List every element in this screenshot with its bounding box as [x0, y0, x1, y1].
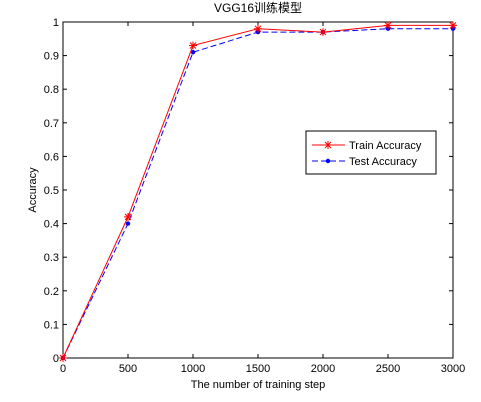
data-point [325, 158, 331, 164]
data-point [319, 28, 327, 37]
x-tick-label: 2000 [311, 363, 335, 375]
x-tick-label: 2500 [376, 363, 400, 375]
data-point [189, 41, 197, 50]
series-train-accuracy [59, 21, 457, 362]
x-tick-label: 1500 [246, 363, 270, 375]
x-tick-label: 500 [119, 363, 137, 375]
y-axis-tick-labels: 0 0.1 0.2 0.3 0.4 0.5 0.6 0.7 0.8 0.9 1 [44, 17, 59, 365]
data-point [190, 50, 196, 55]
y-tick-label: 0.7 [44, 118, 59, 130]
y-tick-label: 0.1 [44, 319, 59, 331]
legend-label: Train Accuracy [349, 140, 422, 152]
y-tick-label: 1 [53, 17, 59, 29]
data-point [324, 141, 332, 149]
legend: Train Accuracy Test Accuracy [305, 130, 437, 175]
y-tick-label: 0.2 [44, 286, 59, 298]
legend-item: Train Accuracy [312, 140, 422, 152]
legend-item: Test Accuracy [312, 156, 417, 168]
data-point [254, 24, 262, 33]
x-tick-label: 3000 [441, 363, 465, 375]
series-layer [59, 21, 457, 362]
chart-title: VGG16训练模型 [214, 0, 302, 15]
legend-box [305, 130, 437, 175]
x-axis-label: The number of training step [191, 379, 326, 391]
legend-label: Test Accuracy [349, 156, 417, 168]
x-axis-tick-labels: 0 500 1000 1500 2000 2500 3000 [60, 363, 465, 375]
data-point [59, 354, 67, 362]
plot-area [62, 21, 454, 359]
y-tick-label: 0.3 [44, 252, 59, 264]
y-axis-label: Accuracy [27, 167, 39, 213]
y-tick-label: 0.4 [44, 219, 59, 231]
y-tick-label: 0 [53, 353, 59, 365]
x-tick-label: 1000 [181, 363, 205, 375]
x-tick-label: 0 [60, 363, 66, 375]
y-tick-label: 0.9 [44, 51, 59, 63]
y-tick-label: 0.5 [44, 185, 59, 197]
y-tick-label: 0.8 [44, 84, 59, 96]
data-point [124, 212, 132, 221]
data-point [125, 221, 131, 226]
data-point [384, 21, 392, 30]
y-tick-label: 0.6 [44, 151, 59, 163]
data-point [449, 21, 457, 30]
